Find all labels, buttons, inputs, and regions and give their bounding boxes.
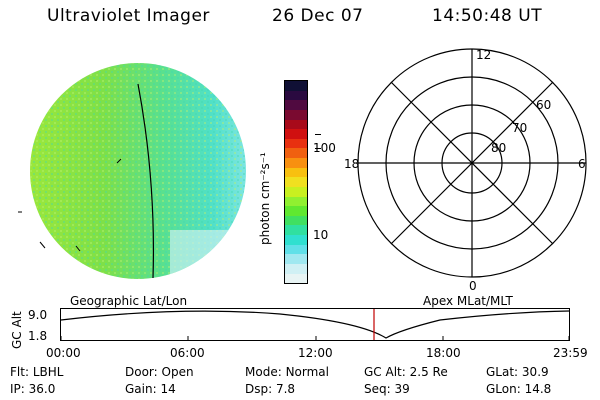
colorbar-segment <box>285 244 307 255</box>
uv-image-disk <box>18 63 246 279</box>
time-tick-0000: 00:00 <box>46 346 81 360</box>
time-tick-1200: 12:00 <box>298 346 333 360</box>
colorbar-segment <box>285 215 307 226</box>
time-label: 14:50:48 UT <box>432 6 543 26</box>
altitude-ylabel: GC Alt <box>10 311 24 349</box>
colorbar-segment <box>285 196 307 207</box>
colorbar-segment <box>285 138 307 149</box>
colorbar-segment <box>285 119 307 130</box>
lat-label-80: 80 <box>491 141 506 155</box>
colorbar-segment <box>285 90 307 101</box>
colorbar-segment <box>285 273 307 284</box>
colorbar-tick-10: 10 <box>313 228 329 242</box>
ip-field: IP: 36.0 <box>10 382 56 396</box>
colorbar-segment <box>285 254 307 264</box>
mlt-label-18: 18 <box>344 157 359 171</box>
time-tick-0600: 06:00 <box>170 346 205 360</box>
altitude-curve <box>60 310 570 339</box>
date-label: 26 Dec 07 <box>272 6 364 26</box>
colorbar-segment <box>285 109 307 120</box>
dsp-field: Dsp: 7.8 <box>245 382 296 396</box>
apex-label: Apex MLat/MLT <box>423 294 513 308</box>
colorbar-segment <box>285 186 307 197</box>
colorbar-segment <box>285 158 307 168</box>
geographic-label: Geographic Lat/Lon <box>70 294 188 308</box>
colorbar-label: photon cm⁻²s⁻¹ <box>258 152 272 245</box>
glon-field: GLon: 14.8 <box>486 382 552 396</box>
colorbar-segment <box>285 129 307 139</box>
terminator-line <box>137 83 155 279</box>
gain-field: Gain: 14 <box>125 382 176 396</box>
colorbar-segment <box>285 206 307 216</box>
mode-field: Mode: Normal <box>245 365 329 379</box>
glat-field: GLat: 30.9 <box>486 365 549 379</box>
time-tick-1800: 18:00 <box>426 346 461 360</box>
colorbar-segment <box>285 235 307 245</box>
gc-alt-field: GC Alt: 2.5 Re <box>364 365 448 379</box>
mlt-label-0: 0 <box>469 279 477 293</box>
colorbar-segment <box>285 263 307 274</box>
polar-plot: 12 6 0 18 60 70 80 <box>344 48 587 293</box>
mlt-label-12: 12 <box>476 48 491 62</box>
time-tick-2359: 23:59 <box>553 346 588 360</box>
colorbar-segment <box>285 177 307 187</box>
lat-label-70: 70 <box>512 121 527 135</box>
seq-field: Seq: 39 <box>364 382 410 396</box>
colorbar-tick-100: 100 <box>313 141 336 155</box>
lat-label-60: 60 <box>536 98 551 112</box>
door-field: Door: Open <box>125 365 194 379</box>
disk-fill <box>30 63 246 279</box>
colorbar-segment <box>285 225 307 235</box>
altitude-ytick-1: 1.8 <box>28 329 48 343</box>
colorbar-segment <box>285 100 307 110</box>
instrument-title: Ultraviolet Imager <box>47 6 210 26</box>
colorbar <box>284 80 308 284</box>
colorbar-segment <box>285 148 307 158</box>
colorbar-segment <box>285 167 307 178</box>
altitude-ytick-9: 9.0 <box>28 308 48 322</box>
colorbar-segment <box>285 81 307 91</box>
altitude-plot <box>60 308 570 341</box>
flt-field: Flt: LBHL <box>10 365 64 379</box>
mlt-label-6: 6 <box>578 157 586 171</box>
